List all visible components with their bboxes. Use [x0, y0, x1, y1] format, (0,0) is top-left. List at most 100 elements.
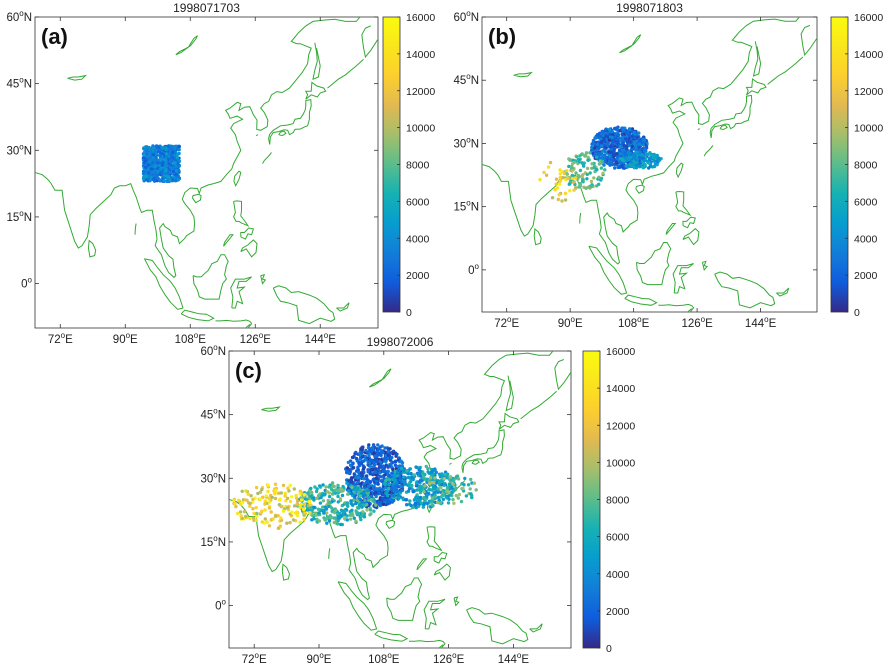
data-point	[599, 166, 604, 170]
data-point	[322, 511, 326, 515]
data-point	[390, 493, 394, 498]
coastline	[175, 35, 198, 56]
data-point	[376, 482, 380, 486]
data-point	[597, 175, 601, 179]
data-point	[446, 472, 450, 476]
colorbar-tick-label: 12000	[854, 86, 883, 98]
data-point	[592, 166, 596, 170]
scatter-series	[538, 125, 663, 203]
data-point	[348, 517, 353, 521]
data-point	[593, 146, 597, 150]
data-point	[595, 184, 599, 188]
coastline	[636, 242, 672, 286]
tick-deg: o	[466, 135, 471, 144]
data-point	[629, 140, 633, 144]
data-point	[339, 487, 343, 491]
data-point	[399, 489, 403, 493]
data-point	[571, 180, 576, 184]
data-point	[299, 502, 303, 506]
coastline	[471, 459, 480, 465]
data-point	[466, 483, 471, 487]
data-point	[374, 494, 378, 499]
data-point	[266, 489, 270, 494]
data-point	[302, 493, 307, 497]
data-point	[154, 155, 158, 160]
coastline	[682, 227, 700, 246]
data-point	[354, 501, 358, 506]
data-point	[267, 500, 271, 504]
data-point	[425, 477, 429, 481]
coastline	[192, 254, 229, 300]
data-point	[321, 499, 326, 503]
data-point	[177, 144, 181, 148]
data-point	[588, 171, 592, 175]
data-point	[621, 128, 626, 132]
data-point	[565, 172, 569, 176]
tick-deg: o	[28, 276, 33, 285]
data-point	[409, 479, 413, 484]
data-point	[417, 468, 421, 472]
tick-num: 90	[307, 654, 320, 666]
data-point	[328, 501, 332, 505]
data-point	[603, 159, 607, 163]
data-point	[366, 445, 371, 450]
data-point	[425, 501, 429, 506]
data-point	[407, 486, 412, 491]
data-point	[390, 455, 394, 460]
data-point	[414, 484, 419, 488]
data-point	[588, 151, 592, 155]
data-point	[354, 519, 358, 523]
data-point	[255, 514, 259, 519]
data-point	[260, 520, 264, 524]
data-point	[418, 488, 422, 492]
data-point	[428, 476, 433, 480]
data-point	[608, 161, 612, 165]
data-point	[325, 490, 330, 494]
data-point	[317, 511, 321, 515]
data-point	[327, 504, 331, 509]
data-point	[252, 518, 256, 523]
tick-dir: E	[324, 654, 332, 666]
data-point	[396, 458, 401, 462]
data-point	[418, 498, 422, 503]
data-point	[350, 485, 354, 489]
data-point	[324, 485, 328, 489]
data-point	[175, 153, 179, 157]
data-point	[604, 127, 608, 131]
tick-num: 45	[6, 79, 19, 91]
data-point	[613, 166, 617, 170]
colorbar-tick-label: 6000	[854, 196, 878, 208]
colorbar-tick-label: 2000	[406, 270, 430, 282]
data-point	[558, 172, 562, 176]
colorbar-tick-label: 2000	[854, 270, 878, 282]
data-point	[336, 483, 340, 488]
coastline	[675, 190, 692, 217]
coastline	[745, 78, 767, 96]
data-point	[362, 490, 366, 494]
data-point	[615, 152, 619, 156]
coastline	[416, 558, 428, 571]
data-point	[352, 516, 356, 520]
data-point	[641, 137, 645, 142]
data-point	[263, 517, 267, 521]
coastline	[433, 551, 448, 564]
data-point	[147, 151, 151, 155]
data-point	[164, 152, 169, 156]
data-point	[302, 507, 306, 512]
tick-num: 30	[453, 138, 466, 150]
y-tick-label: 45oN	[453, 72, 479, 87]
data-point	[303, 502, 307, 506]
data-point	[156, 170, 160, 174]
y-tick-label: 60oN	[200, 343, 226, 358]
colorbar-tick-label: 14000	[406, 49, 435, 61]
x-tick-label: 108oE	[175, 331, 207, 346]
data-point	[591, 138, 596, 143]
colorbar-tick-label: 2000	[606, 606, 630, 618]
data-point	[280, 504, 284, 509]
data-point	[567, 157, 571, 161]
data-point	[358, 457, 362, 461]
data-point	[413, 501, 417, 506]
data-point	[402, 468, 406, 473]
data-point	[285, 506, 290, 510]
